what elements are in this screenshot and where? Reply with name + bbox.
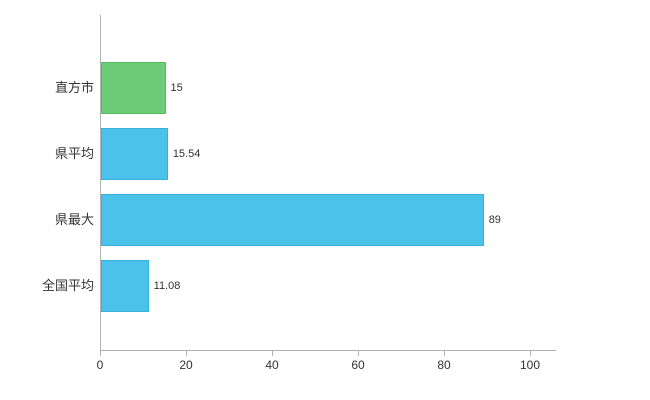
x-axis-line [100,350,556,351]
x-axis-tick-label: 100 [519,358,541,372]
category-label: 県最大 [54,212,94,227]
value-label: 15 [170,82,183,94]
x-axis-tick [530,351,531,356]
x-axis-tick [358,351,359,356]
x-axis-tick-label: 20 [179,358,193,372]
y-axis-line [100,15,101,351]
value-label: 11.08 [153,280,181,292]
bar-3 [101,260,149,312]
x-axis-tick [186,351,187,356]
x-axis-tick-label: 80 [437,358,451,372]
value-label: 89 [488,214,501,226]
x-axis-tick-label: 60 [351,358,365,372]
category-label: 全国平均 [41,278,94,293]
bar-0 [101,62,166,114]
x-axis-tick-label: 40 [265,358,279,372]
category-label: 直方市 [54,80,94,95]
x-axis-tick [100,351,101,356]
x-axis-tick [444,351,445,356]
bar-1 [101,128,168,180]
bar-2 [101,194,484,246]
value-label: 15.54 [172,148,201,160]
x-axis-tick [272,351,273,356]
x-axis-tick-label: 0 [96,358,104,372]
category-label: 県平均 [54,146,94,161]
